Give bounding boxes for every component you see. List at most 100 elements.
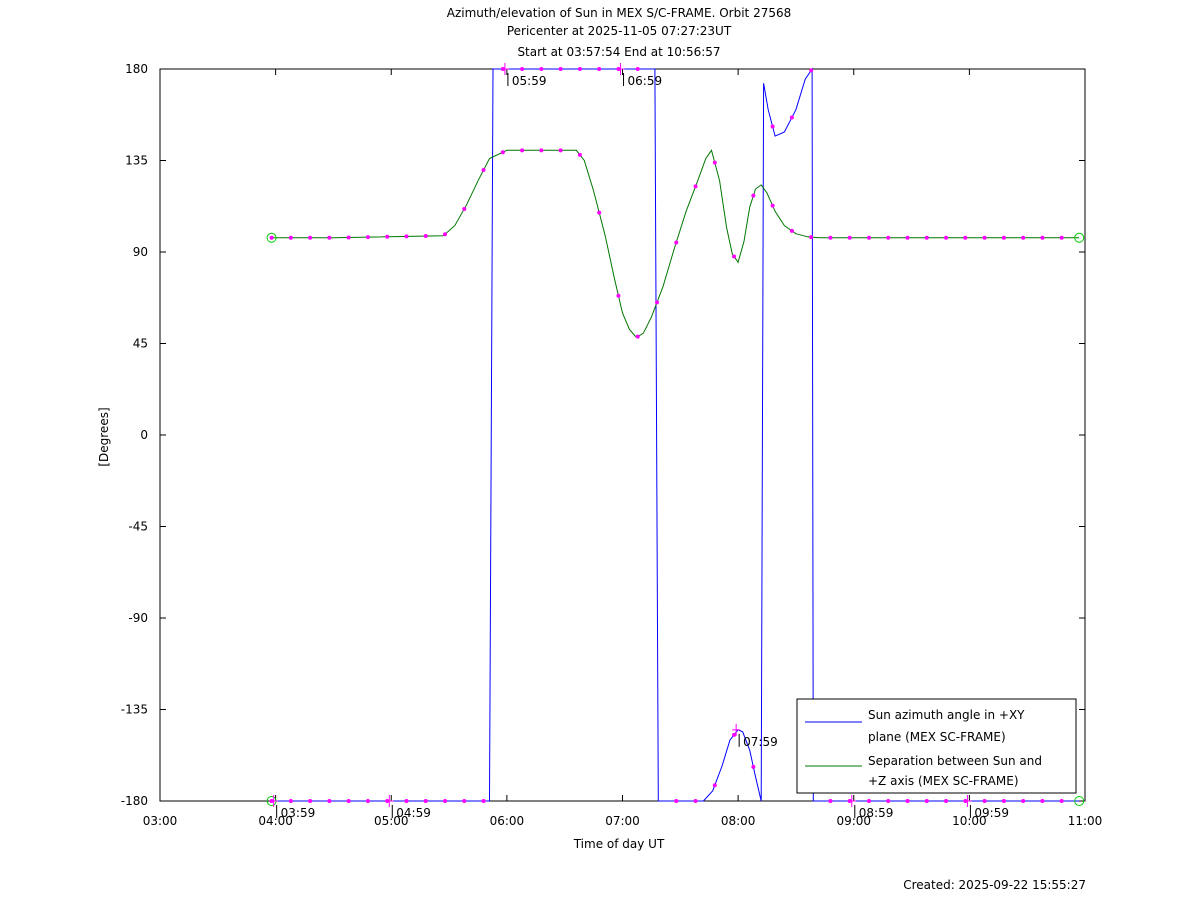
sample-dot <box>847 235 852 240</box>
sample-dot <box>346 799 351 803</box>
x-tick-label: 05:00 <box>374 814 409 828</box>
sample-dot <box>462 206 467 211</box>
sample-dot <box>1059 799 1064 803</box>
sample-dot <box>693 799 698 803</box>
y-tick-label: 180 <box>125 62 148 76</box>
sample-dot <box>1001 235 1006 240</box>
sample-dot <box>1040 799 1045 803</box>
sample-dot <box>809 235 814 240</box>
created-footer: Created: 2025-09-22 15:55:27 <box>903 878 1086 892</box>
sample-dot <box>1021 235 1026 240</box>
sample-dot <box>597 210 602 215</box>
sample-dot <box>1021 799 1026 803</box>
sample-dot <box>635 334 640 339</box>
legend-label-azimuth-1: Sun azimuth angle in +XY <box>868 708 1025 722</box>
sample-dot <box>327 235 332 240</box>
legend-label-separation-2: +Z axis (MEX SC-FRAME) <box>868 774 1019 788</box>
sample-dot <box>308 235 313 240</box>
time-marker-label: 08:59 <box>859 806 894 820</box>
sample-dot <box>616 293 621 298</box>
sample-dot <box>770 124 775 129</box>
sample-dot <box>866 799 871 803</box>
sample-dot <box>443 799 448 803</box>
sample-dot <box>751 764 756 769</box>
sample-dot <box>404 799 409 803</box>
y-tick-label: -180 <box>121 794 148 808</box>
sample-dot <box>866 235 871 240</box>
sample-dot <box>944 799 949 803</box>
end-marker <box>1074 232 1085 243</box>
x-tick-label: 04:00 <box>258 814 293 828</box>
title-line-3: Start at 03:57:54 End at 10:56:57 <box>517 45 720 59</box>
sample-dot <box>404 234 409 239</box>
title-line-1: Azimuth/elevation of Sun in MEX S/C-FRAM… <box>447 6 792 20</box>
sample-dot <box>944 235 949 240</box>
azimuth-series-line <box>271 67 1080 802</box>
sample-dot <box>462 799 467 803</box>
chart-title: Azimuth/elevation of Sun in MEX S/C-FRAM… <box>447 6 792 59</box>
sample-dot <box>886 235 891 240</box>
sample-dot <box>770 203 775 208</box>
time-markers: 03:59 04:59 05:59 06:59 07:59 08:59 09:59 <box>269 63 1009 820</box>
sample-dot <box>539 67 544 71</box>
x-tick-label: 07:00 <box>605 814 640 828</box>
series-lines <box>271 67 1080 802</box>
y-tick-label: 45 <box>133 337 148 351</box>
time-marker-label: 04:59 <box>396 806 431 820</box>
x-tick-label: 11:00 <box>1068 814 1103 828</box>
sample-dot <box>674 799 679 803</box>
plot-area-frame <box>159 68 1086 802</box>
start-marker <box>266 232 277 243</box>
sample-dot <box>423 234 428 239</box>
sample-dot <box>789 115 794 120</box>
end-marker <box>1074 796 1085 806</box>
sample-dot <box>385 234 390 239</box>
sample-dot <box>481 168 486 173</box>
sample-dot <box>674 240 679 245</box>
x-tick-label: 06:00 <box>490 814 525 828</box>
y-tick-label: 90 <box>133 245 148 259</box>
sample-dot <box>789 228 794 233</box>
sample-dot <box>423 799 428 803</box>
sample-dot <box>693 184 698 189</box>
y-axis-label: [Degrees] <box>97 407 111 466</box>
legend-label-separation-1: Separation between Sun and <box>868 754 1042 768</box>
sample-dot <box>365 235 370 240</box>
sample-dot <box>982 799 987 803</box>
x-tick-label: 03:00 <box>143 814 178 828</box>
sample-dot <box>365 799 370 803</box>
sample-dot <box>924 235 929 240</box>
x-axis-label: Time of day UT <box>573 837 665 851</box>
x-tick-label: 09:00 <box>836 814 871 828</box>
sample-dot <box>577 152 582 157</box>
sample-dot <box>269 235 274 240</box>
y-tick-label: 135 <box>125 154 148 168</box>
sample-dot <box>1001 799 1006 803</box>
sample-dot <box>1059 235 1064 240</box>
sample-dot <box>597 67 602 71</box>
y-tick-label: 0 <box>140 428 148 442</box>
sample-dot <box>924 799 929 803</box>
series-sample-markers <box>266 67 1085 806</box>
sample-dot <box>751 193 756 198</box>
sample-dot <box>809 68 814 73</box>
sample-dot <box>712 160 717 165</box>
sample-dot <box>500 150 505 155</box>
x-tick-label: 10:00 <box>952 814 987 828</box>
sample-dot <box>963 235 968 240</box>
sample-dot <box>288 799 293 803</box>
sample-dot <box>712 783 717 788</box>
sample-dot <box>732 732 737 737</box>
y-axis: 180 135 90 45 0 -45 -90 -135 -180 <box>121 62 1085 808</box>
sample-dot <box>520 148 525 153</box>
sample-dot <box>308 799 313 803</box>
sample-dot <box>539 148 544 153</box>
legend-box <box>796 698 1077 794</box>
y-tick-label: -135 <box>121 703 148 717</box>
sample-dot <box>558 148 563 153</box>
legend: Sun azimuth angle in +XY plane (MEX SC-F… <box>796 698 1077 794</box>
x-axis: 03:00 04:00 05:00 06:00 07:00 08:00 09:00 10:00… <box>143 69 1103 828</box>
time-marker-label: 03:59 <box>281 806 316 820</box>
sample-dot <box>886 799 891 803</box>
